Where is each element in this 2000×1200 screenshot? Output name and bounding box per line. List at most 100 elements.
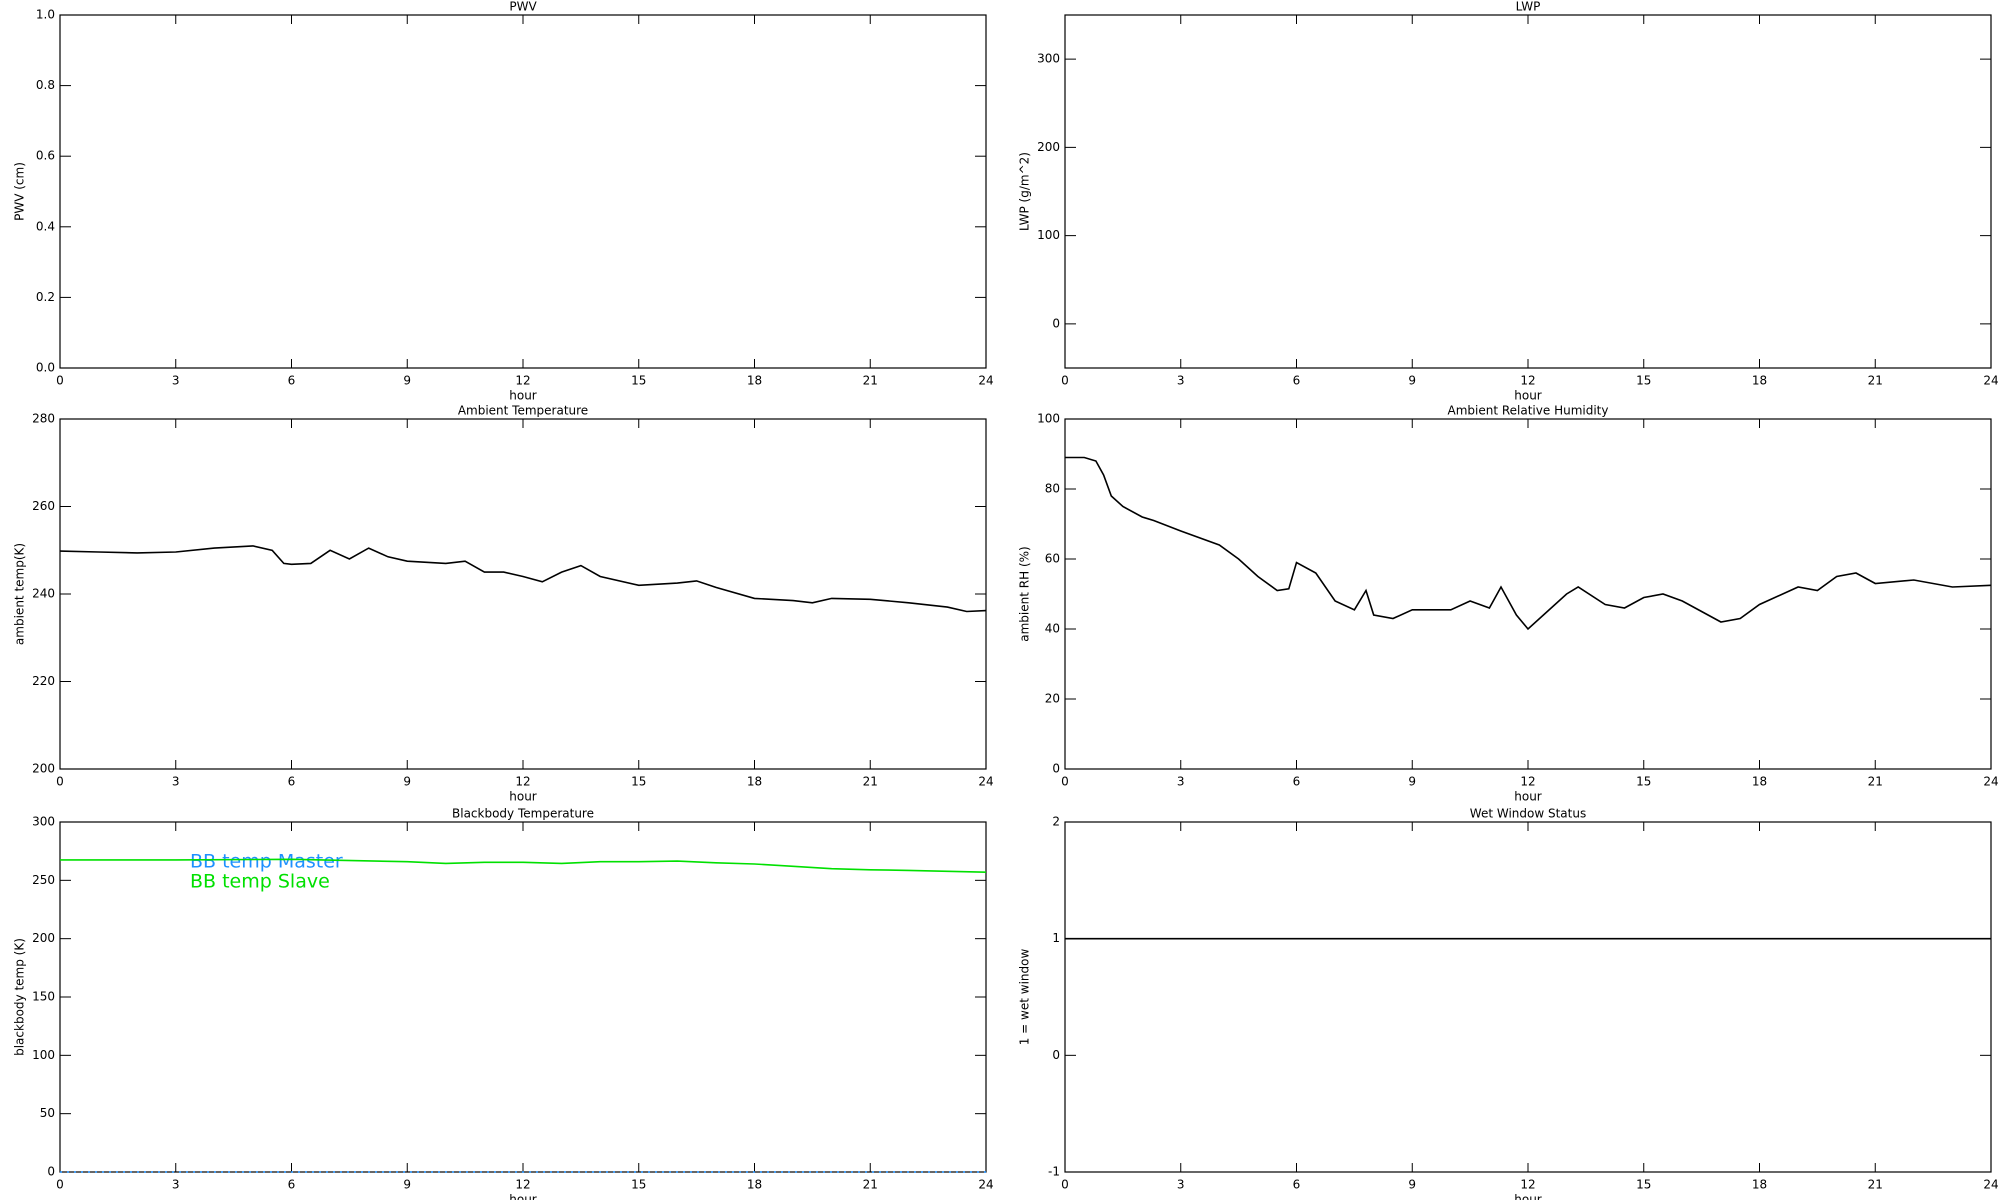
legend-entry: BB temp Slave <box>190 871 330 893</box>
y-tick-label: 0.2 <box>36 290 55 304</box>
x-tick-label: 9 <box>403 1178 411 1192</box>
y-axis-label: ambient temp(K) <box>13 543 27 645</box>
y-tick-label: 200 <box>32 762 55 776</box>
chart-title: PWV <box>509 0 537 14</box>
y-axis-label: PWV (cm) <box>13 162 27 221</box>
y-tick-label: 0 <box>47 1165 55 1179</box>
x-tick-label: 21 <box>1868 1178 1883 1192</box>
x-tick-label: 18 <box>1752 1178 1767 1192</box>
x-tick-label: 21 <box>863 374 878 388</box>
data-line <box>59 545 987 613</box>
x-tick-label: 9 <box>1408 775 1416 789</box>
x-tick-label: 24 <box>1983 1178 1998 1192</box>
y-tick-label: -1 <box>1048 1165 1060 1179</box>
x-tick-label: 6 <box>1293 1178 1301 1192</box>
y-tick-label: 100 <box>1037 412 1060 426</box>
x-tick-label: 3 <box>172 1178 180 1192</box>
x-tick-label: 15 <box>631 775 646 789</box>
x-tick-label: 24 <box>1983 374 1998 388</box>
plot-frame <box>1064 418 1992 770</box>
x-tick-label: 12 <box>515 1178 530 1192</box>
y-tick-label: 0.6 <box>36 149 55 163</box>
x-tick-label: 12 <box>1520 1178 1535 1192</box>
y-tick-label: 300 <box>1037 52 1060 66</box>
y-tick-label: 200 <box>1037 140 1060 154</box>
x-tick-label: 24 <box>978 1178 993 1192</box>
x-tick-label: 24 <box>1983 775 1998 789</box>
x-tick-label: 9 <box>403 374 411 388</box>
x-tick-label: 12 <box>515 374 530 388</box>
chart-title: Ambient Relative Humidity <box>1448 404 1609 418</box>
x-tick-label: 0 <box>1061 1178 1069 1192</box>
x-tick-label: 0 <box>56 1178 64 1192</box>
y-tick-label: 150 <box>32 990 55 1004</box>
x-tick-label: 18 <box>1752 775 1767 789</box>
x-axis-label: hour <box>1514 1193 1542 1200</box>
x-axis-label: hour <box>509 389 537 403</box>
x-axis-label: hour <box>509 790 537 804</box>
x-tick-label: 6 <box>1293 775 1301 789</box>
x-tick-label: 21 <box>863 1178 878 1192</box>
y-tick-label: 2 <box>1052 815 1060 829</box>
y-tick-label: 300 <box>32 815 55 829</box>
x-tick-label: 3 <box>172 374 180 388</box>
x-tick-label: 24 <box>978 374 993 388</box>
x-axis-label: hour <box>1514 389 1542 403</box>
x-tick-label: 0 <box>56 374 64 388</box>
x-tick-label: 6 <box>288 775 296 789</box>
y-tick-label: 1.0 <box>36 8 55 22</box>
y-tick-label: 280 <box>32 412 55 426</box>
y-axis-label: 1 = wet window <box>1018 949 1032 1046</box>
y-tick-label: 240 <box>32 587 55 601</box>
y-tick-label: 200 <box>32 931 55 945</box>
y-tick-label: 40 <box>1045 622 1060 636</box>
y-tick-label: 100 <box>1037 228 1060 242</box>
y-tick-label: 250 <box>32 873 55 887</box>
y-tick-label: 0 <box>1052 1048 1060 1062</box>
y-tick-label: 0 <box>1052 316 1060 330</box>
chart-title: LWP <box>1516 0 1541 14</box>
x-tick-label: 12 <box>1520 374 1535 388</box>
y-tick-label: 20 <box>1045 692 1060 706</box>
y-tick-label: 0.0 <box>36 361 55 375</box>
x-tick-label: 6 <box>288 1178 296 1192</box>
x-tick-label: 9 <box>1408 374 1416 388</box>
x-tick-label: 18 <box>747 1178 762 1192</box>
x-tick-label: 18 <box>1752 374 1767 388</box>
x-tick-label: 15 <box>1636 775 1651 789</box>
x-tick-label: 21 <box>1868 775 1883 789</box>
x-tick-label: 21 <box>1868 374 1883 388</box>
legend-entry: BB temp Master <box>190 851 343 873</box>
x-tick-label: 6 <box>288 374 296 388</box>
y-tick-label: 220 <box>32 674 55 688</box>
x-tick-label: 3 <box>1177 374 1185 388</box>
x-tick-label: 3 <box>1177 775 1185 789</box>
chart-title: Wet Window Status <box>1470 807 1586 821</box>
data-line <box>60 858 987 873</box>
x-tick-label: 12 <box>515 775 530 789</box>
x-axis-label: hour <box>509 1193 537 1200</box>
x-tick-label: 9 <box>403 775 411 789</box>
x-tick-label: 0 <box>1061 374 1069 388</box>
y-axis-label: LWP (g/m^2) <box>1018 152 1032 231</box>
x-tick-label: 24 <box>978 775 993 789</box>
x-tick-label: 18 <box>747 775 762 789</box>
y-axis-label: blackbody temp (K) <box>13 938 27 1056</box>
x-tick-label: 3 <box>172 775 180 789</box>
x-tick-label: 9 <box>1408 1178 1416 1192</box>
plot-frame <box>59 14 987 369</box>
chart-title: Blackbody Temperature <box>452 807 594 821</box>
x-tick-label: 18 <box>747 374 762 388</box>
y-tick-label: 0.8 <box>36 78 55 92</box>
x-tick-label: 3 <box>1177 1178 1185 1192</box>
chart-title: Ambient Temperature <box>458 404 588 418</box>
y-tick-label: 50 <box>40 1106 55 1120</box>
y-tick-label: 260 <box>32 499 55 513</box>
x-tick-label: 15 <box>1636 1178 1651 1192</box>
y-tick-label: 100 <box>32 1048 55 1062</box>
plot-frame <box>1064 14 1992 369</box>
y-tick-label: 0.4 <box>36 219 55 233</box>
x-tick-label: 6 <box>1293 374 1301 388</box>
x-tick-label: 15 <box>631 1178 646 1192</box>
